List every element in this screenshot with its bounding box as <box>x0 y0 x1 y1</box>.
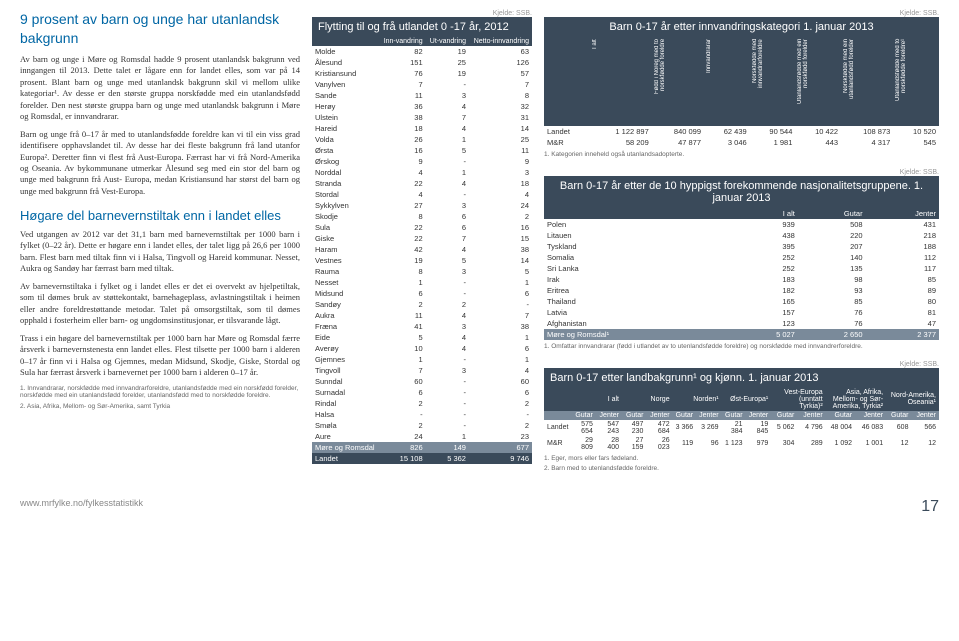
left-column: 9 prosent av barn og unge har utanlandsk… <box>20 10 300 483</box>
para-4: Av barnevernstiltaka i fylket og i lande… <box>20 281 300 327</box>
nat-title: Barn 0-17 år etter de 10 hyppigst foreko… <box>544 176 939 208</box>
cat-title: Barn 0-17 år etter innvandringskategori … <box>544 17 939 37</box>
heading-1: 9 prosent av barn og unge har utanlandsk… <box>20 10 300 48</box>
para-2: Barn og unge frå 0–17 år med to utanland… <box>20 129 300 198</box>
source-land: Kjelde: SSB. <box>544 361 939 368</box>
footnote-2: 2. Asia, Afrika, Mellom- og Sør-Amerika,… <box>20 403 300 411</box>
middle-column: Kjelde: SSB. Flytting til og frå utlande… <box>312 10 532 483</box>
nat-table: I altGutarJenter Polen939508431Litauen43… <box>544 208 939 340</box>
footer-url: www.mrfylke.no/fylkesstatistikk <box>20 498 143 516</box>
land-fn1: 1. Eger, mors eller fars fødeland. <box>544 455 939 463</box>
migration-table: Inn-vandringUt-vandringNetto-innvandring… <box>312 37 532 464</box>
right-column: Kjelde: SSB. Barn 0-17 år etter innvandr… <box>544 10 939 483</box>
para-5: Trass i ein høgare del barnevernstiltak … <box>20 333 300 379</box>
land-fn2: 2. Barn med to utenlandsfødde foreldre. <box>544 465 939 473</box>
source-migration: Kjelde: SSB. <box>312 10 532 17</box>
footnote-1: 1. Innvandrarar, norskfødde med innvandr… <box>20 385 300 401</box>
page-footer: www.mrfylke.no/fylkesstatistikk 17 <box>20 498 939 516</box>
source-cat: Kjelde: SSB. <box>544 10 939 17</box>
cat-table: I altFødd i Noreg med to norskfødde fore… <box>544 37 939 148</box>
para-1: Av barn og unge i Møre og Romsdal hadde … <box>20 54 300 123</box>
land-table: I altNorgeNorden¹Øst-Europa¹Vest-Europa … <box>544 388 939 452</box>
page-number: 17 <box>921 498 939 516</box>
migration-title: Flytting til og frå utlandet 0 -17 år, 2… <box>312 17 532 37</box>
cat-footnote: 1. Kategorien inneheld også utanlandsado… <box>544 151 939 159</box>
para-3: Ved utgangen av 2012 var det 31,1 barn m… <box>20 229 300 275</box>
land-title: Barn 0-17 etter landbakgrunn¹ og kjønn. … <box>544 368 939 388</box>
heading-2: Høgare del barnevernstiltak enn i landet… <box>20 207 300 225</box>
source-nat: Kjelde: SSB. <box>544 169 939 176</box>
nat-footnote: 1. Omfattar innvandrarar (fødd i utlande… <box>544 343 939 351</box>
